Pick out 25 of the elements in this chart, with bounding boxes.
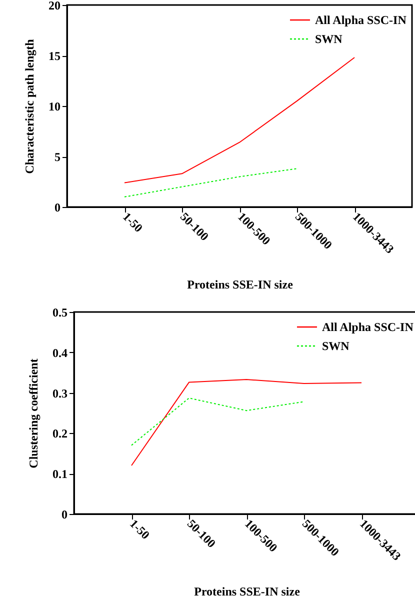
x-axis-title: Proteins SSE-IN size [187,278,294,292]
x-axis-title: Proteins SSE-IN size [194,584,301,599]
y-tick-label: 0 [54,200,60,214]
x-tick-label: 1-50 [127,516,153,542]
y-tick-label: 10 [48,100,60,114]
y-tick-label: 0.5 [52,306,68,320]
y-tick-label: 0.3 [52,386,68,400]
legend-label: SWN [315,32,343,46]
legend-label: All Alpha SSC-IN [322,320,414,334]
y-tick-label: 15 [48,49,60,63]
y-axis-title: Characteristic path length [22,38,36,174]
line-series [131,398,304,446]
y-tick-label: 5 [54,150,60,164]
y-tick-label: 0.4 [52,346,68,360]
line-series [124,168,298,198]
y-axis-title: Clustering coefficient [26,358,40,468]
legend-label: SWN [322,339,350,353]
legend-label: All Alpha SSC-IN [315,13,407,27]
y-tick-label: 0 [62,508,68,522]
y-tick-label: 20 [48,0,60,12]
line-series [124,57,355,184]
x-tick-label: 1-50 [120,210,146,236]
line-series [131,378,362,466]
y-tick-label: 0.1 [52,467,68,482]
y-tick-label: 0.2 [52,426,68,441]
